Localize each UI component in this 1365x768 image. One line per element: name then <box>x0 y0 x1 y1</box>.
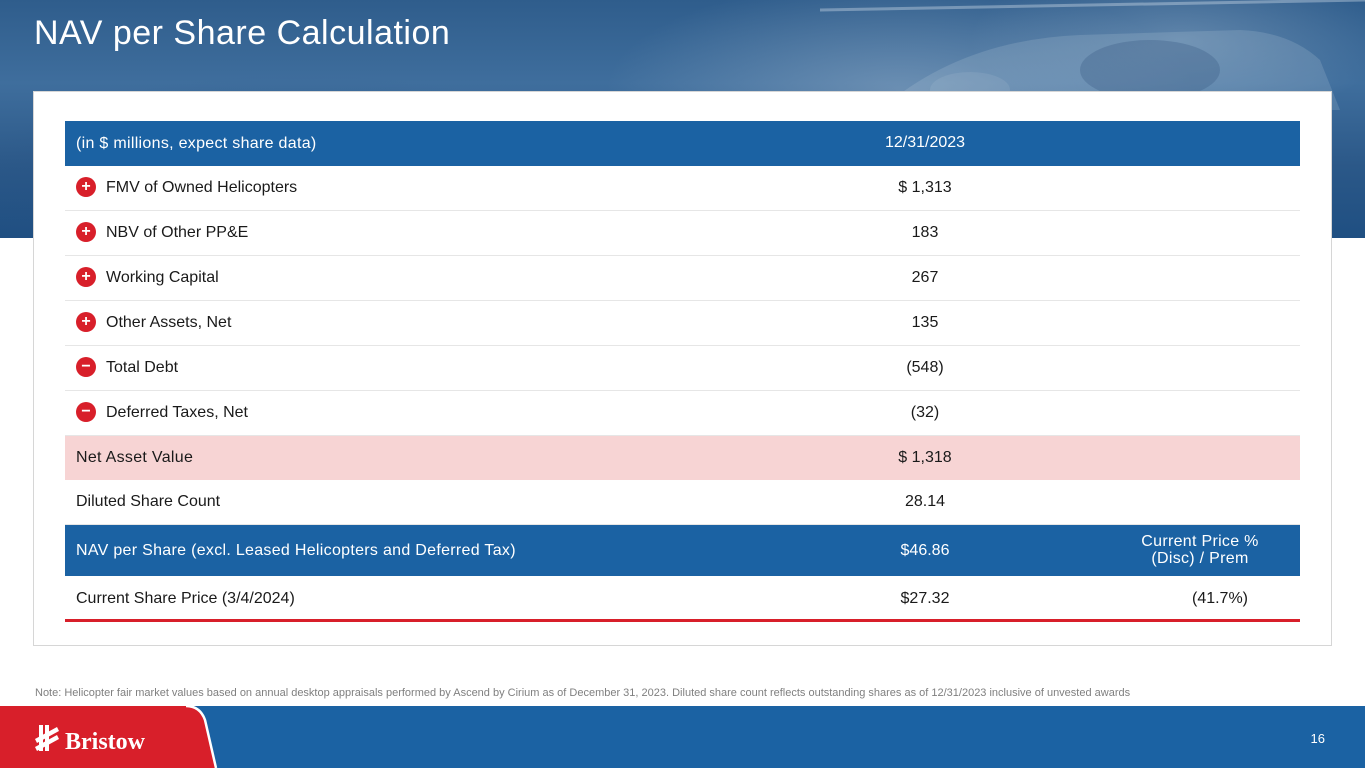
table-row-working-capital: + Working Capital 267 <box>65 256 1300 301</box>
table-row-nav-per-share: NAV per Share (excl. Leased Helicopters … <box>65 525 1300 576</box>
row-value: 267 <box>911 269 939 286</box>
helicopter-photo-overlay <box>820 0 1365 110</box>
plus-circle-icon: + <box>76 177 96 197</box>
row-label: Working Capital <box>106 269 219 286</box>
row-value: (32) <box>910 404 940 421</box>
svg-text:Bristow: Bristow <box>65 729 146 755</box>
table-header-row: (in $ millions, expect share data) 12/31… <box>65 121 1300 166</box>
row-value: 28.14 <box>904 493 946 510</box>
table-row-fmv-owned-helicopters: + FMV of Owned Helicopters $ 1,313 <box>65 166 1300 211</box>
table-row-current-share-price: Current Share Price (3/4/2024) $27.32 (4… <box>65 576 1300 622</box>
disc-prem-column-header: Current Price % (Disc) / Prem <box>1105 533 1295 567</box>
row-value: (548) <box>906 359 944 376</box>
table-row-net-asset-value: Net Asset Value $ 1,318 <box>65 436 1300 480</box>
disc-prem-header-line1: Current Price % <box>1141 533 1259 550</box>
row-value: 183 <box>911 224 939 241</box>
bristow-logo: Bristow <box>35 725 146 755</box>
nav-calculation-table: (in $ millions, expect share data) 12/31… <box>65 121 1300 622</box>
row-value: $46.86 <box>900 542 950 559</box>
table-row-diluted-share-count: Diluted Share Count 28.14 <box>65 480 1300 525</box>
table-row-nbv-other-ppe: + NBV of Other PP&E 183 <box>65 211 1300 256</box>
footnote: Note: Helicopter fair market values base… <box>35 687 1131 699</box>
row-label: Other Assets, Net <box>106 314 232 331</box>
disc-prem-value: (41.7%) <box>1191 590 1249 607</box>
header-units-label: (in $ millions, expect share data) <box>76 135 317 152</box>
table-row-other-assets: + Other Assets, Net 135 <box>65 301 1300 346</box>
page-title: NAV per Share Calculation <box>34 14 451 52</box>
row-label: Deferred Taxes, Net <box>106 404 248 421</box>
row-value: 135 <box>911 314 939 331</box>
row-label: FMV of Owned Helicopters <box>106 179 298 196</box>
table-row-deferred-taxes: − Deferred Taxes, Net (32) <box>65 391 1300 436</box>
plus-circle-icon: + <box>76 267 96 287</box>
table-row-total-debt: − Total Debt (548) <box>65 346 1300 391</box>
header-date-label: 12/31/2023 <box>884 134 966 151</box>
row-value: $ 1,318 <box>898 449 952 466</box>
logo-panel <box>0 706 218 768</box>
disc-prem-header-line2: (Disc) / Prem <box>1151 550 1249 567</box>
row-value: $ 1,313 <box>898 179 952 196</box>
row-label: Total Debt <box>106 359 179 376</box>
row-label: NAV per Share (excl. Leased Helicopters … <box>76 542 516 559</box>
row-label: NBV of Other PP&E <box>106 224 249 241</box>
row-label: Diluted Share Count <box>76 493 221 510</box>
minus-circle-icon: − <box>76 357 96 377</box>
plus-circle-icon: + <box>76 312 96 332</box>
plus-circle-icon: + <box>76 222 96 242</box>
footer-bar: Bristow 16 <box>0 706 1365 768</box>
page-number: 16 <box>1310 731 1325 746</box>
row-label: Current Share Price (3/4/2024) <box>76 590 295 607</box>
row-label: Net Asset Value <box>76 449 194 466</box>
minus-circle-icon: − <box>76 402 96 422</box>
row-value: $27.32 <box>900 590 950 607</box>
